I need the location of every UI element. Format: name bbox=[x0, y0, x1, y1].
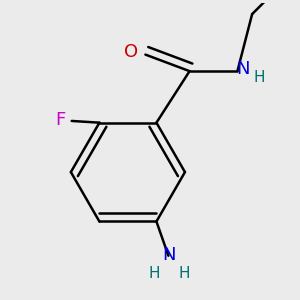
Text: O: O bbox=[124, 43, 139, 61]
Text: N: N bbox=[236, 60, 250, 78]
Text: H: H bbox=[149, 266, 161, 281]
Text: F: F bbox=[55, 111, 65, 129]
Text: N: N bbox=[163, 246, 176, 264]
Text: H: H bbox=[178, 266, 190, 281]
Text: H: H bbox=[253, 70, 265, 85]
